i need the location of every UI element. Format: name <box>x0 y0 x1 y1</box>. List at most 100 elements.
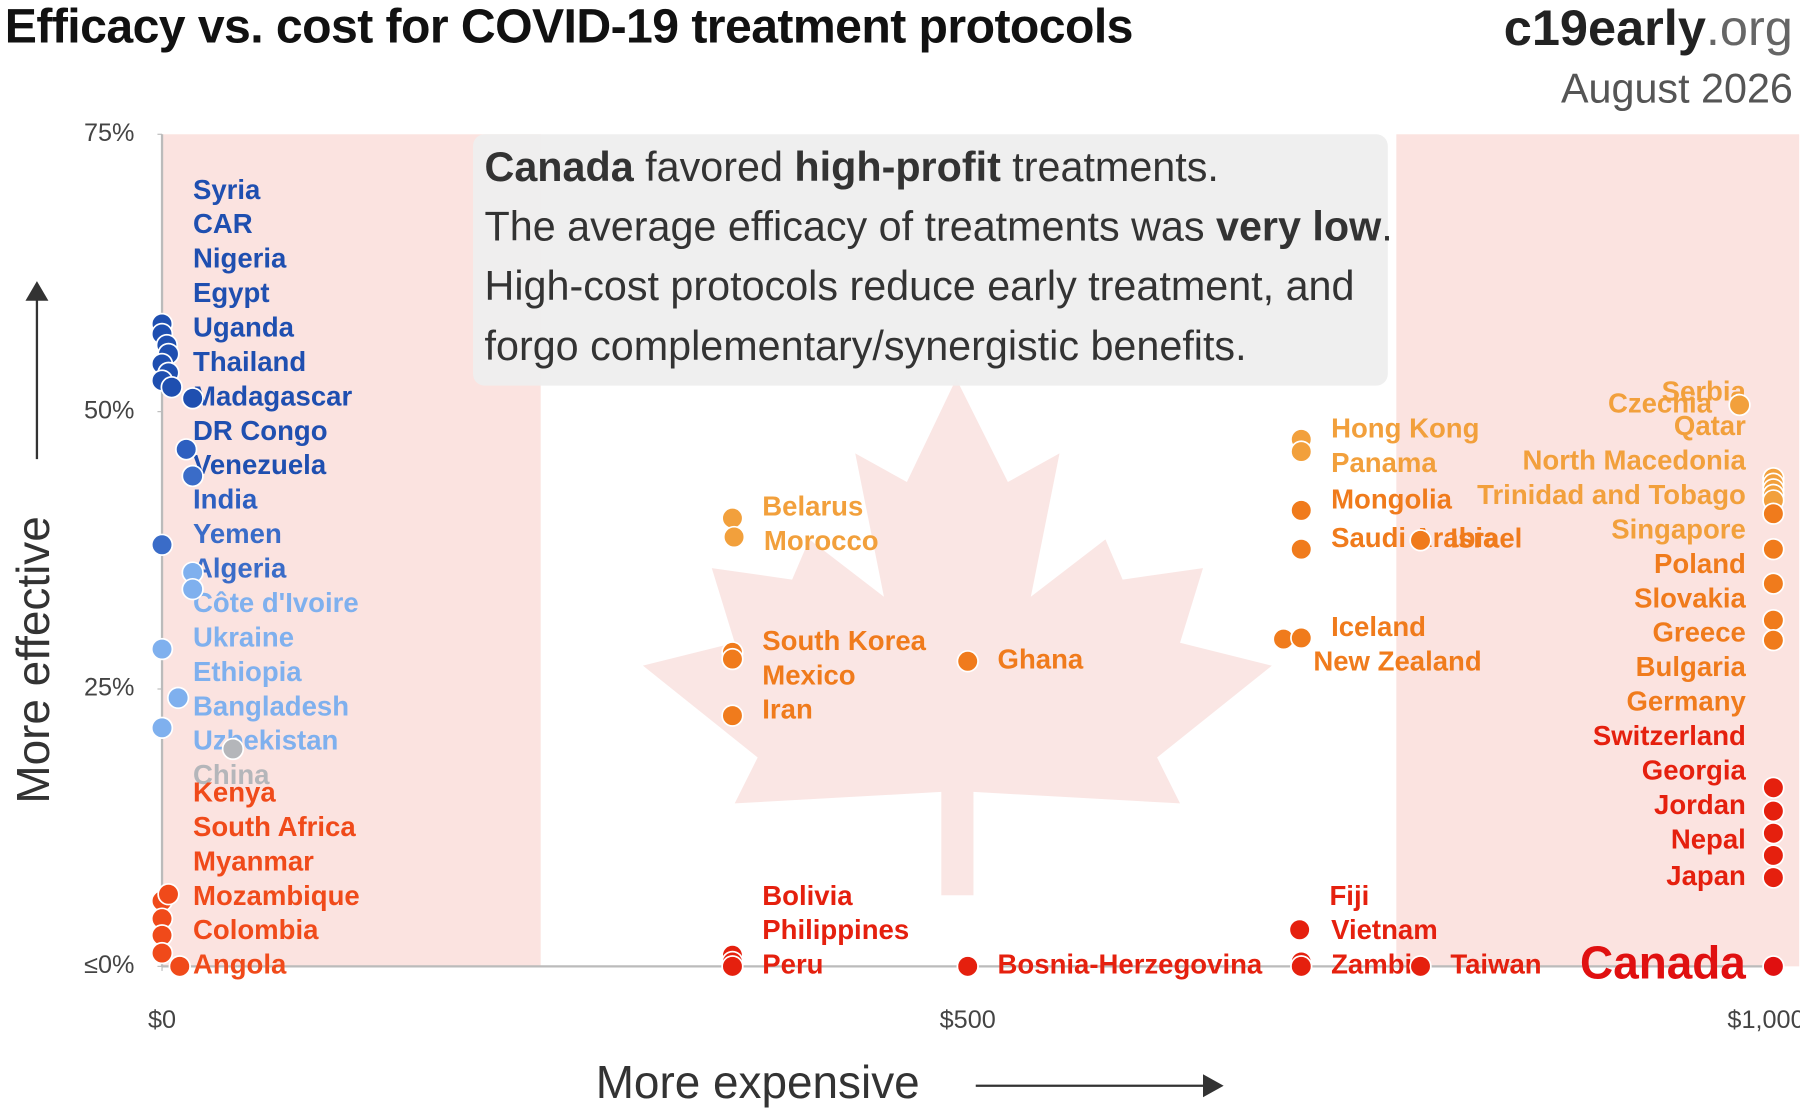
point-label: Greece <box>1652 617 1745 648</box>
y-tick-label: 25% <box>84 674 135 702</box>
shaded-range <box>1396 134 1800 967</box>
annotation-line: The average efficacy of treatments was v… <box>485 203 1393 249</box>
point <box>1290 626 1313 650</box>
highlight-label: Canada <box>1580 936 1746 988</box>
site: c19early.org <box>1504 0 1793 56</box>
point-label: China <box>193 759 270 790</box>
annotation-text: High-cost protocols reduce early treatme… <box>485 263 1355 309</box>
point-label: Myanmar <box>193 845 314 876</box>
point <box>1290 955 1313 978</box>
point <box>181 387 204 410</box>
annotation-text: The average efficacy of treatments was <box>485 203 1216 249</box>
point <box>722 525 746 549</box>
point-label: Poland <box>1654 548 1746 579</box>
annotation-line: forgo complementary/synergistic benefits… <box>485 323 1247 369</box>
point <box>1762 822 1785 845</box>
point <box>1409 955 1432 978</box>
point-label: Ukraine <box>193 621 294 652</box>
point-label: Germany <box>1626 686 1746 717</box>
point-label: Ethiopia <box>193 656 302 687</box>
y-tick-label: ≤0% <box>84 951 134 979</box>
point-label: Georgia <box>1642 754 1747 785</box>
point <box>157 883 180 906</box>
point <box>1762 572 1785 595</box>
point-label: Bolivia <box>762 880 853 911</box>
point-label: Israel <box>1450 523 1522 554</box>
point-label: Trinidad and Tobago <box>1477 479 1746 510</box>
point-label: Nepal <box>1671 823 1746 854</box>
point-label: North Macedonia <box>1523 445 1747 476</box>
annotation-line: High-cost protocols reduce early treatme… <box>485 263 1355 309</box>
point <box>1762 799 1785 823</box>
point <box>181 577 204 601</box>
point-label: South Africa <box>193 811 356 842</box>
point-label: Bosnia-Herzegovina <box>998 949 1263 980</box>
point-label: Mongolia <box>1331 483 1453 514</box>
point-label: Singapore <box>1611 513 1746 544</box>
point <box>721 704 744 727</box>
point-label: Madagascar <box>193 380 352 411</box>
annotation-text: treatments. <box>1001 144 1219 190</box>
point <box>1762 866 1785 889</box>
point-label: Mexico <box>762 659 855 690</box>
point-label: Switzerland <box>1593 720 1746 751</box>
point-label: Uzbekistan <box>193 725 338 756</box>
point-label: Angola <box>193 949 287 980</box>
point <box>1288 918 1311 941</box>
point-label: Belarus <box>762 491 863 522</box>
point <box>721 955 744 978</box>
y-tick-label: 50% <box>84 396 135 424</box>
point-label: Thailand <box>193 346 306 377</box>
annotation-text: favored <box>634 144 795 190</box>
point-label: Venezuela <box>193 449 327 480</box>
point-label: Algeria <box>193 553 287 584</box>
point <box>175 438 198 461</box>
y-arrowhead <box>25 281 49 301</box>
point-label: Japan <box>1666 860 1746 891</box>
point <box>221 737 245 761</box>
y-tick-label: 75% <box>84 119 135 147</box>
point-label: Kenya <box>193 776 276 807</box>
point-label: Colombia <box>193 914 319 945</box>
x-tick-label: $1,000+ <box>1727 1006 1800 1034</box>
point-label: Syria <box>193 174 261 205</box>
y-axis-label: More effective <box>7 516 59 803</box>
point-label: Vietnam <box>1331 914 1438 945</box>
point-label: Bangladesh <box>193 690 349 721</box>
point <box>1290 499 1313 522</box>
point-label: New Zealand <box>1313 645 1481 676</box>
point-label: Yemen <box>193 518 282 549</box>
point <box>721 647 744 671</box>
point <box>1762 844 1785 867</box>
x-tick-label: $500 <box>940 1006 996 1034</box>
point-label: Egypt <box>193 277 269 308</box>
point-label: Bulgaria <box>1636 651 1747 682</box>
point <box>1290 538 1313 561</box>
x-arrowhead <box>1202 1074 1224 1098</box>
point-label: Iceland <box>1331 611 1426 642</box>
point <box>150 533 174 556</box>
point <box>721 506 744 530</box>
annotation-text: . <box>1381 203 1392 249</box>
point <box>150 941 174 965</box>
point-label: Nigeria <box>193 243 287 274</box>
annotation: Canada favored high-profit treatments. Th… <box>485 144 1393 369</box>
point <box>1762 609 1785 632</box>
point-label: Jordan <box>1654 789 1746 820</box>
point <box>150 716 174 740</box>
annotation-text: very low <box>1216 203 1382 249</box>
point-label: Czechia <box>1608 387 1713 418</box>
point-label: Fiji <box>1329 880 1369 911</box>
point-label: Ghana <box>998 644 1084 675</box>
point <box>956 650 979 673</box>
point <box>1762 955 1785 978</box>
point-label: Iran <box>762 694 813 725</box>
point <box>160 376 183 399</box>
point-label: Hong Kong <box>1331 412 1479 443</box>
annotation-text: forgo complementary/synergistic benefits… <box>485 323 1247 369</box>
point <box>1762 628 1785 652</box>
point <box>956 955 979 978</box>
point-label: Qatar <box>1674 410 1746 441</box>
point <box>168 955 191 978</box>
